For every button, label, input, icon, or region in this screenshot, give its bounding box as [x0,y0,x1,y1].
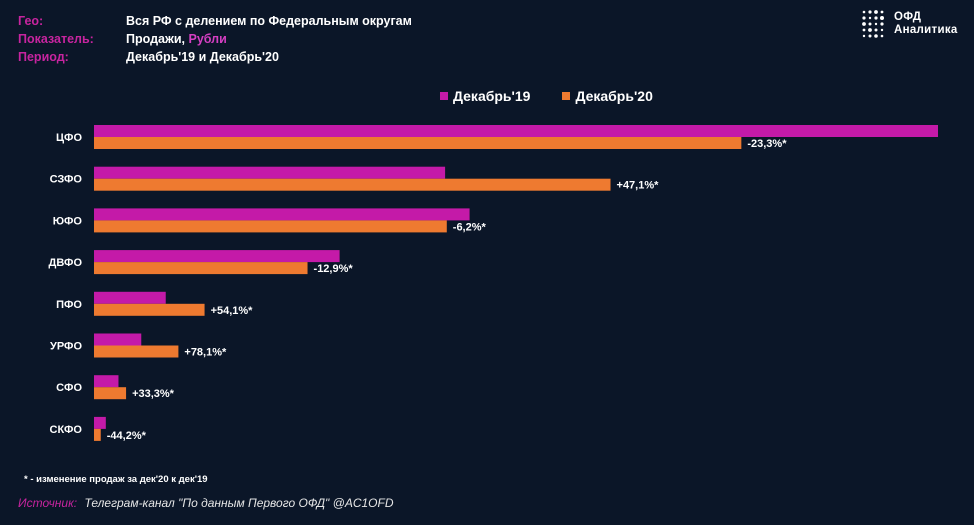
category-label: ПФО [56,299,82,311]
logo-line-1: ОФД [894,11,922,23]
indicator-row: Показатель: Продажи, Рубли [18,30,227,48]
bar-dec20 [94,262,308,275]
data-label: -23,3%* [747,138,787,150]
indicator-label: Показатель: [18,32,94,46]
bar-dec19 [94,250,340,263]
data-label: +54,1%* [211,305,254,317]
legend-swatch-dec19 [440,92,448,100]
bar-dec19 [94,333,142,346]
data-label: -6,2%* [453,221,487,233]
source-text: Телеграм-канал "По данным Первого ОФД" @… [84,496,394,510]
chart-legend: Декабрь'19 Декабрь'20 [440,88,685,104]
category-label: ЦФО [56,132,82,144]
bar-dec20 [94,137,742,149]
bar-dec19 [94,208,470,221]
logo-text: ОФД Аналитика [894,11,958,37]
indicator-value: Продажи, [126,32,185,46]
geo-value: Вся РФ с делением по Федеральным округам [126,14,412,28]
footnote: * - изменение продаж за дек'20 к дек'19 [24,474,208,485]
bar-dec20 [94,178,611,191]
bar-dec19 [94,166,446,179]
period-value: Декабрь'19 и Декабрь'20 [126,50,279,64]
data-label: +33,3%* [132,388,175,400]
bar-dec20 [94,345,179,358]
bar-dec20 [94,428,101,441]
data-label: +78,1%* [184,347,227,359]
bar-dec19 [94,291,166,304]
legend-swatch-dec20 [562,92,571,100]
bar-dec19 [94,375,119,388]
bar-dec20 [94,220,447,233]
legend-item-dec20: Декабрь'20 [562,88,653,104]
period-label: Период: [18,50,69,64]
data-label: -44,2%* [107,430,147,442]
category-label: СКФО [50,424,83,436]
period-row: Период: Декабрь'19 и Декабрь'20 [18,48,279,66]
category-label: ЮФО [53,215,83,227]
legend-label-dec19: Декабрь'19 [453,88,531,104]
category-label: УРФО [50,341,82,353]
bar-dec19 [94,416,106,429]
category-label: ДВФО [49,257,83,269]
ofd-logo: ОФД Аналитика [860,8,958,40]
chart-meta: Гео: Вся РФ с делением по Федеральным ок… [18,12,412,66]
geo-row: Гео: Вся РФ с делением по Федеральным ок… [18,12,412,30]
indicator-unit: Рубли [188,32,227,46]
category-label: СЗФО [50,174,83,186]
bar-dec20 [94,303,205,316]
data-label: +47,1%* [617,180,660,192]
legend-label-dec20: Декабрь'20 [575,88,653,104]
data-label: -12,9%* [314,263,354,275]
source-label: Источник: [18,496,78,510]
indicator-value-wrap: Продажи, Рубли [126,30,227,48]
legend-item-dec19: Декабрь'19 [440,88,530,104]
source-line: Источник: Телеграм-канал "По данным Перв… [18,496,394,510]
geo-label: Гео: [18,14,44,28]
logo-line-2: Аналитика [894,24,958,36]
bar-dec19 [94,125,938,137]
category-label: СФО [56,382,82,394]
bar-dec20 [94,387,127,400]
dots-logo-icon [862,10,884,38]
